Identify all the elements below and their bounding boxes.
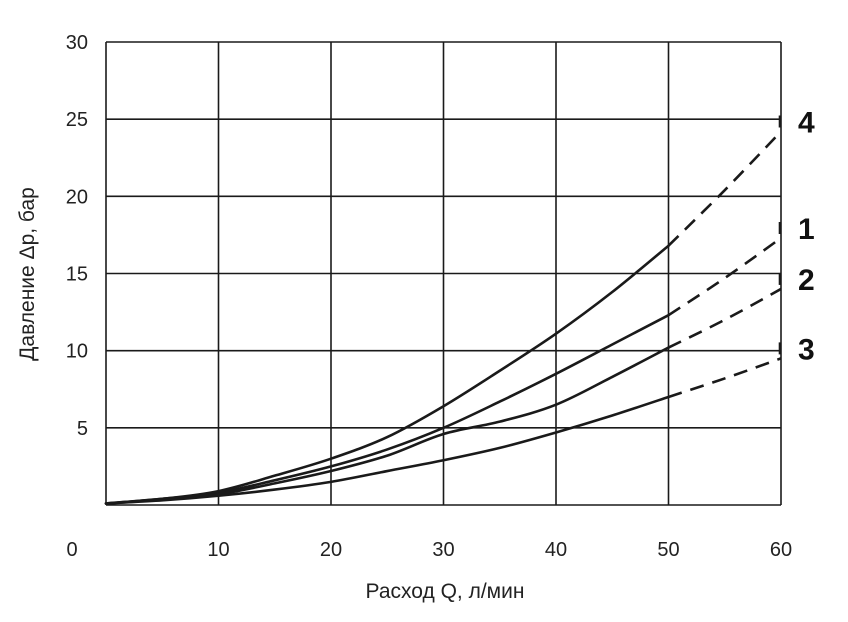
x-axis-label: Расход Q, л/мин xyxy=(366,580,525,603)
series-label-2: 2 xyxy=(798,264,815,297)
y-tick-label: 25 xyxy=(66,109,88,131)
x-tick-label: 50 xyxy=(657,539,679,561)
series-line-1 xyxy=(104,313,670,505)
y-tick-label: 10 xyxy=(66,341,88,363)
y-tick-label: 20 xyxy=(66,186,88,208)
x-tick-label: 20 xyxy=(320,539,342,561)
y-axis-label: Давление Δp, бар xyxy=(16,187,39,361)
y-tick-label: 15 xyxy=(66,264,88,286)
series-labels: 1 2 3 4 xyxy=(798,107,815,367)
x-tick-label: 60 xyxy=(770,539,792,561)
series-line-extrapolated-4 xyxy=(667,130,782,247)
series-label-4: 4 xyxy=(798,107,815,140)
series-line-extrapolated-1 xyxy=(667,236,782,317)
series-label-3: 3 xyxy=(798,333,815,366)
grid xyxy=(105,41,782,506)
series-line-extrapolated-3 xyxy=(668,357,782,399)
x-tick-label: 0 xyxy=(66,539,77,561)
series-line-3 xyxy=(104,395,670,505)
series-label-1: 1 xyxy=(798,213,815,246)
series-layer xyxy=(104,115,782,505)
series-line-extrapolated-2 xyxy=(667,287,782,349)
y-tick-label: 30 xyxy=(66,32,88,54)
y-tick-label: 5 xyxy=(77,418,88,440)
tick-labels: 0 10 20 30 40 50 60 5 10 15 20 25 30 xyxy=(66,32,792,561)
x-tick-label: 30 xyxy=(432,539,454,561)
x-tick-label: 10 xyxy=(207,539,229,561)
x-tick-label: 40 xyxy=(545,539,567,561)
series-line-4 xyxy=(104,244,670,505)
